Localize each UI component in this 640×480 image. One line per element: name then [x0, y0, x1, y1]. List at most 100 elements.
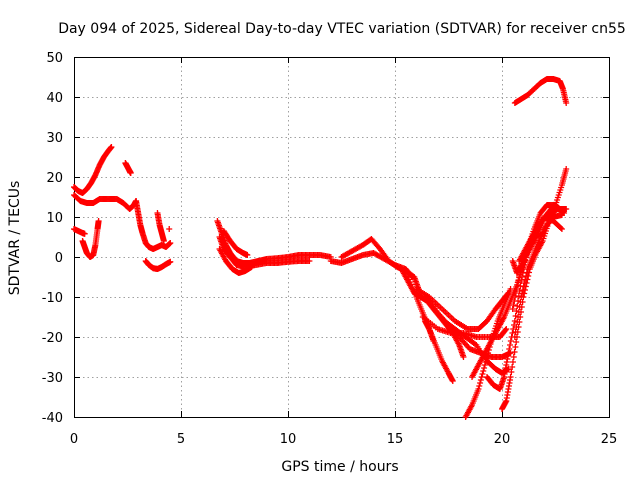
data-point [557, 225, 564, 231]
data-point [522, 276, 529, 283]
x-tick-label: 5 [177, 432, 185, 447]
data-point [507, 342, 514, 348]
data-point [477, 377, 484, 383]
series-track-g [154, 210, 167, 244]
data-point [449, 378, 456, 384]
data-point [516, 304, 523, 310]
data-point [479, 371, 486, 377]
data-point [519, 290, 526, 297]
data-point [503, 326, 510, 332]
data-point [460, 354, 467, 360]
data-point [248, 264, 255, 270]
y-axis-label: SDTVAR / TECUs [7, 181, 23, 296]
data-point [514, 319, 521, 325]
x-tick-label: 10 [280, 432, 297, 447]
data-point [507, 374, 514, 380]
data-point [430, 338, 437, 344]
data-point [563, 100, 570, 106]
data-point [511, 349, 518, 355]
chart-title: Day 094 of 2025, Sidereal Day-to-day VTE… [58, 21, 626, 37]
series-track-f [133, 198, 174, 252]
data-point [482, 359, 489, 365]
data-point [511, 298, 518, 304]
data-point [480, 368, 487, 374]
data-point [244, 252, 251, 258]
series-track-e [79, 218, 102, 260]
series-track-x [421, 318, 437, 344]
data-point [558, 226, 565, 232]
series-track-ad [516, 206, 568, 264]
y-tick-label: 10 [46, 211, 63, 226]
series-track-c [122, 160, 134, 176]
data-point [512, 329, 519, 335]
y-tick-label: 40 [46, 91, 63, 106]
data-point [160, 238, 167, 244]
data-point [509, 306, 516, 312]
data-point [561, 208, 568, 214]
data-point [306, 258, 313, 264]
series-track-i [166, 226, 173, 232]
data-point [515, 314, 522, 320]
series-track-m [220, 228, 251, 258]
data-point [108, 144, 115, 150]
data-point [523, 269, 530, 276]
series-track-h [142, 258, 174, 272]
data-point [166, 226, 173, 232]
y-tick-label: 0 [55, 251, 63, 266]
series-track-l [216, 246, 255, 276]
data-point [513, 286, 520, 292]
y-tick-label: 20 [46, 171, 63, 186]
data-point [515, 278, 522, 284]
data-point [510, 302, 517, 308]
data-point [517, 299, 524, 305]
x-tick-label: 15 [387, 432, 404, 447]
data-point [475, 386, 482, 392]
data-point [471, 341, 478, 347]
data-point [563, 166, 570, 172]
data-point [478, 374, 485, 380]
data-point [519, 287, 526, 293]
y-tick-label: 50 [46, 51, 63, 66]
data-point [509, 330, 516, 336]
data-point [509, 364, 516, 370]
data-point [167, 240, 174, 246]
data-point [509, 359, 516, 365]
data-point [481, 365, 488, 371]
y-tick-label: -40 [42, 411, 63, 426]
data-point [476, 383, 483, 389]
data-point [515, 309, 522, 315]
data-point [507, 338, 514, 344]
data-series [71, 76, 570, 420]
series-track-w [419, 314, 510, 340]
series-track-ae [511, 76, 570, 106]
data-point [167, 258, 174, 265]
data-point [510, 354, 517, 360]
plot-frame [74, 57, 610, 418]
y-tick-label: -10 [42, 291, 63, 306]
data-point [477, 380, 484, 386]
data-point [95, 218, 102, 224]
data-point [512, 344, 519, 350]
data-point [523, 273, 530, 279]
data-point [512, 294, 519, 300]
data-point [520, 283, 527, 290]
data-point [481, 362, 488, 368]
data-point [508, 369, 515, 375]
data-point [81, 230, 88, 237]
series-track-a [71, 144, 115, 196]
x-axis-label: GPS time / hours [281, 459, 398, 475]
series-track-r [413, 286, 512, 332]
series-track-ab [511, 212, 565, 340]
x-tick-label: 0 [70, 432, 78, 447]
data-point [505, 366, 512, 372]
x-tick-label: 25 [601, 432, 618, 447]
y-tick-label: -30 [42, 371, 63, 386]
data-point [513, 339, 520, 345]
data-point [502, 327, 509, 333]
x-tick-label: 20 [494, 432, 511, 447]
data-point [127, 170, 134, 176]
axis-ticks: 0 5 10 15 20 25 -40 -30 -20 -10 0 10 20 30 40 50 [42, 51, 618, 447]
data-point [514, 282, 521, 288]
data-point [512, 290, 519, 296]
